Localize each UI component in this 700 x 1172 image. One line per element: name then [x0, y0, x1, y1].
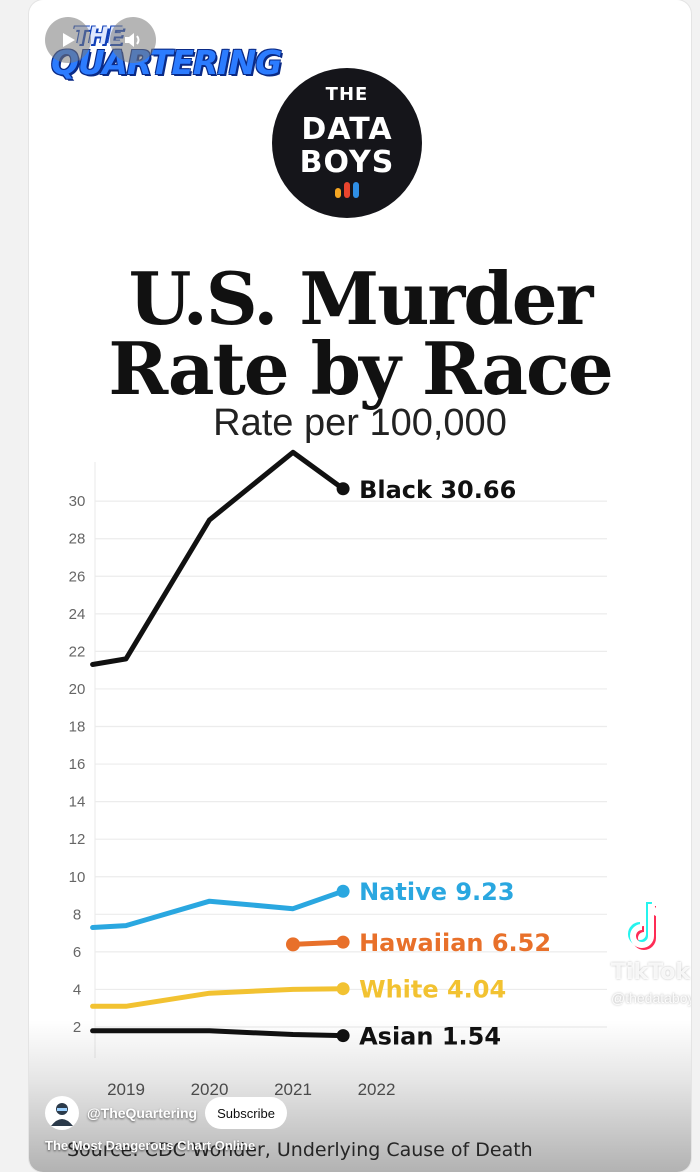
x-tick-label: 2022	[358, 1080, 396, 1099]
play-icon	[63, 33, 75, 47]
series-label-native: Native 9.23	[359, 878, 514, 906]
tiktok-watermark: TikTok @thedataboys	[611, 900, 691, 1010]
logo-bars-icon	[272, 182, 422, 198]
series-end-point-hawaiian	[336, 935, 350, 949]
y-tick-label: 18	[69, 719, 86, 736]
play-button[interactable]	[45, 17, 91, 63]
bottom-gradient	[29, 1020, 691, 1172]
tiktok-handle: @thedataboys	[611, 990, 691, 1006]
channel-brand-logo: THE QUARTERING	[51, 24, 282, 82]
x-tick-label: 2021	[274, 1080, 312, 1099]
subscribe-button[interactable]: Subscribe	[205, 1097, 287, 1129]
y-tick-label: 14	[69, 794, 86, 811]
x-tick-label: 2019	[107, 1080, 145, 1099]
tiktok-wordmark: TikTok	[611, 960, 691, 985]
series-label-white: White 4.04	[359, 976, 506, 1004]
series-line-hawaiian	[290, 939, 346, 947]
channel-bar: @TheQuartering Subscribe	[45, 1096, 287, 1130]
y-tick-label: 16	[69, 756, 86, 773]
shorts-player: THE QUARTERING THE DATA BOYS U.S. Murder…	[29, 0, 691, 1172]
series-end-point-black	[336, 482, 350, 496]
y-tick-label: 28	[69, 531, 86, 548]
y-tick-label: 20	[69, 681, 86, 698]
y-tick-label: 10	[69, 869, 86, 886]
video-title: The Most Dangerous Chart Online	[45, 1138, 256, 1153]
avatar-icon	[51, 1103, 73, 1126]
y-tick-label: 4	[73, 981, 81, 998]
y-tick-label: 24	[69, 606, 86, 623]
series-end-point-white	[336, 982, 350, 996]
y-tick-label: 30	[69, 493, 86, 510]
series-end-point-asian	[336, 1029, 350, 1043]
series-line-white	[90, 986, 346, 1009]
data-boys-logo: THE DATA BOYS	[272, 68, 422, 218]
y-tick-label: 26	[69, 568, 86, 585]
series-line-black	[90, 449, 346, 667]
tiktok-icon	[628, 902, 664, 950]
brand-line-quartering: QUARTERING	[51, 43, 282, 82]
line-chart: 30 28 26 24 22 20 18 16 14 12 10 8 6 4 2 2019 2020 2021 20…	[67, 449, 607, 1161]
series-label-asian: Asian 1.54	[359, 1023, 501, 1051]
channel-avatar[interactable]	[45, 1096, 79, 1130]
y-tick-label: 2	[73, 1019, 81, 1036]
logo-line-1: THE	[325, 84, 369, 105]
chart-title: U.S. Murder Rate by Race	[108, 256, 613, 411]
series-label-black: Black 30.66	[359, 476, 516, 504]
y-tick-label: 8	[73, 906, 81, 923]
logo-line-2: DATA	[301, 112, 393, 147]
x-tick-label: 2020	[191, 1080, 229, 1099]
series-start-point-hawaiian	[286, 937, 300, 952]
chart-subtitle: Rate per 100,000	[213, 402, 507, 444]
volume-icon	[125, 33, 140, 47]
chart-source-note: Source: CDC Wonder, Underlying Cause of …	[67, 1139, 533, 1161]
channel-name[interactable]: @TheQuartering	[87, 1105, 198, 1121]
series-line-asian	[90, 1028, 346, 1039]
y-tick-label: 22	[69, 643, 86, 660]
y-tick-label: 12	[69, 831, 86, 848]
y-tick-label: 6	[73, 944, 81, 961]
series-end-point-native	[336, 884, 350, 898]
series-label-hawaiian: Hawaiian 6.52	[359, 929, 551, 957]
logo-line-3: BOYS	[299, 145, 395, 180]
series-line-native	[90, 888, 346, 930]
volume-button[interactable]	[110, 17, 156, 63]
